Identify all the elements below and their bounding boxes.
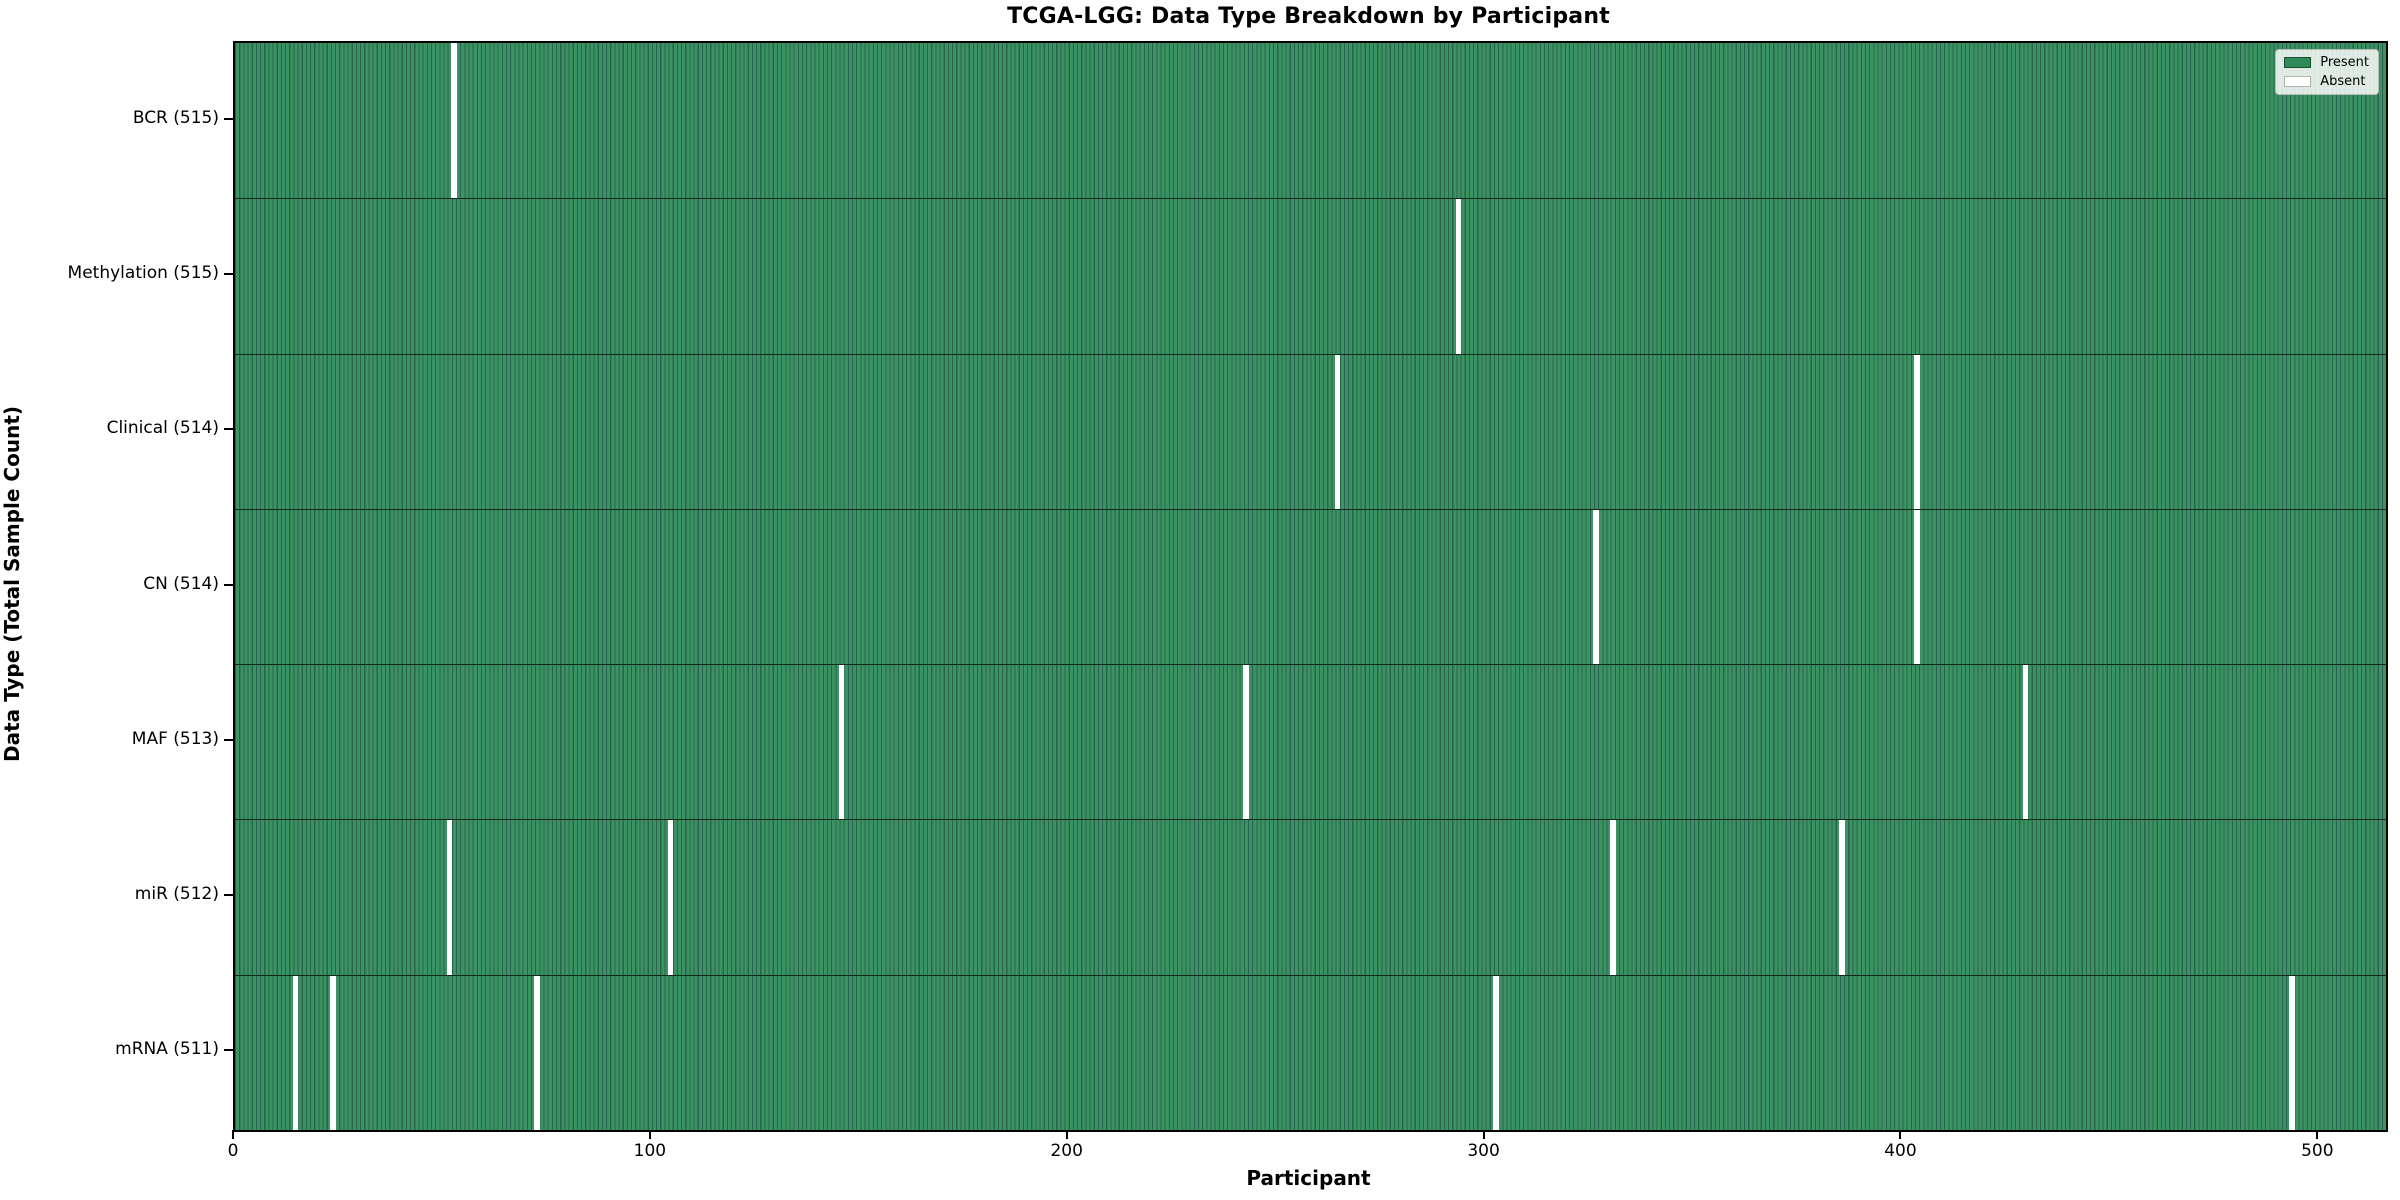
chart-row-mRNA (235, 974, 2386, 1130)
x-tick-mark (1065, 1130, 1068, 1139)
absent-gap (1593, 509, 1599, 665)
chart-row-miR (235, 819, 2386, 975)
legend: Present Absent (2275, 49, 2379, 95)
absent-gap (534, 975, 540, 1130)
x-tick-label-0: 0 (227, 1141, 239, 1161)
chart-row-Methylation (235, 198, 2386, 354)
absent-gap (330, 975, 336, 1130)
y-tick-mark (224, 117, 233, 120)
x-tick-label-300: 300 (1467, 1141, 1500, 1161)
x-tick-mark (1899, 1130, 1902, 1139)
y-tick-label-Methylation: Methylation (515) (67, 262, 219, 283)
chart-row-CN (235, 508, 2386, 665)
y-tick-label-miR: miR (512) (134, 884, 219, 905)
absent-gap (451, 43, 457, 199)
absent-gap (1914, 354, 1920, 509)
absent-gap (1609, 820, 1616, 975)
absent-gap (2289, 975, 2295, 1130)
legend-label-absent: Absent (2320, 74, 2366, 89)
absent-gap (2022, 665, 2029, 820)
absent-gap (667, 820, 674, 975)
y-tick-label-BCR: BCR (515) (132, 107, 219, 128)
chart-row-MAF (235, 664, 2386, 820)
y-tick-label-Clinical: Clinical (514) (106, 418, 219, 439)
x-tick-label-200: 200 (1050, 1141, 1083, 1161)
absent-gap (1455, 199, 1462, 354)
x-tick-mark (2316, 1130, 2319, 1139)
legend-item-absent: Absent (2284, 74, 2369, 89)
chart-row-BCR (235, 43, 2386, 199)
y-tick-mark (224, 272, 233, 275)
x-tick-mark (1482, 1130, 1485, 1139)
y-tick-label-CN: CN (514) (143, 573, 219, 594)
chart-title: TCGA-LGG: Data Type Breakdown by Partici… (1007, 4, 1610, 29)
x-axis-label: Participant (1246, 1166, 1371, 1190)
legend-label-present: Present (2320, 55, 2369, 70)
absent-gap (446, 820, 453, 975)
absent-gap (1334, 354, 1341, 509)
y-tick-mark (224, 428, 233, 431)
y-tick-mark (224, 894, 233, 897)
x-tick-label-400: 400 (1884, 1141, 1917, 1161)
absent-gap (292, 975, 299, 1130)
x-tick-mark (648, 1130, 651, 1139)
y-tick-label-MAF: MAF (513) (131, 728, 219, 749)
y-tick-label-mRNA: mRNA (511) (115, 1039, 219, 1060)
absent-gap (1243, 665, 1249, 820)
absent-gap (1914, 509, 1920, 665)
chart-row-Clinical (235, 353, 2386, 509)
plot-area: Present Absent (233, 41, 2388, 1132)
absent-gap (1839, 820, 1845, 975)
legend-item-present: Present (2284, 55, 2369, 70)
x-tick-label-500: 500 (2301, 1141, 2334, 1161)
x-tick-label-100: 100 (633, 1141, 667, 1161)
absent-gap (838, 665, 845, 820)
absent-gap (1493, 975, 1499, 1130)
y-tick-mark (224, 738, 233, 741)
y-tick-mark (224, 1049, 233, 1052)
x-tick-mark (232, 1130, 234, 1139)
y-tick-mark (224, 583, 233, 586)
legend-swatch-present-icon (2284, 57, 2312, 68)
legend-swatch-absent-icon (2284, 76, 2312, 87)
